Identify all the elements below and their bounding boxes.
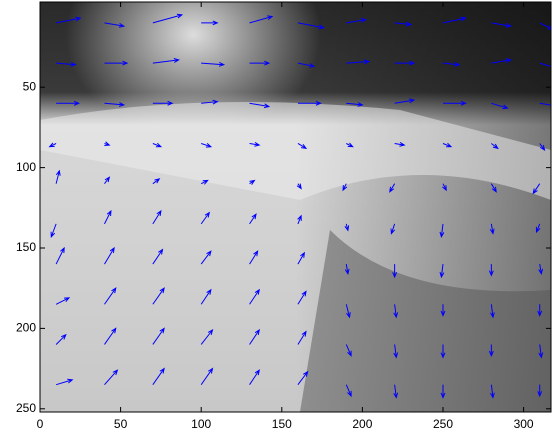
x-tick-label: 250 (433, 417, 453, 431)
y-tick-label: 200 (16, 321, 36, 335)
x-tick-label: 0 (37, 417, 44, 431)
y-tick-label: 100 (16, 160, 36, 174)
x-tick-label: 200 (352, 417, 372, 431)
x-tick-label: 50 (114, 417, 128, 431)
x-tick-label: 150 (272, 417, 292, 431)
chart: 0 50 100 150 200 250 300 50 100 150 200 250 (0, 0, 553, 438)
y-tick-label: 150 (16, 240, 36, 254)
x-tick-label: 100 (191, 417, 211, 431)
y-tick-label: 250 (16, 401, 36, 415)
x-tick-label: 300 (514, 417, 534, 431)
y-tick-label: 50 (23, 79, 37, 93)
